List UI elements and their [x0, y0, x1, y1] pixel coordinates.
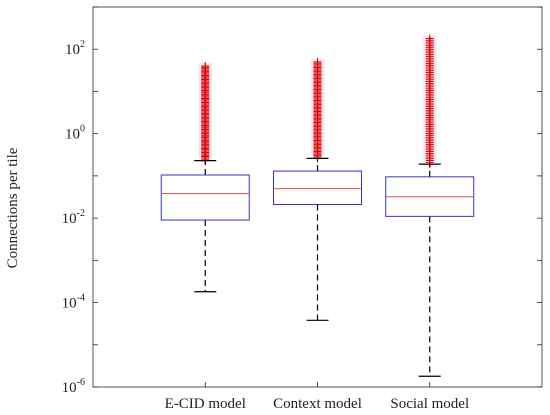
x-tick-label: Context model: [273, 396, 362, 412]
box-iqr: [273, 170, 362, 206]
y-tick-label: 10-2: [62, 208, 85, 227]
x-axis: E-CID model Context model Social model: [165, 382, 469, 412]
y-axis-label: Connections per tile: [5, 147, 21, 268]
x-tick-label: E-CID model: [165, 396, 246, 412]
box-iqr: [160, 174, 250, 221]
boxes-layer: [160, 34, 475, 377]
box-2: [273, 57, 362, 321]
box-3: [385, 34, 475, 377]
y-tick-label: 10-6: [62, 377, 85, 396]
box-1: [160, 62, 250, 293]
outlier-marker: [201, 62, 210, 71]
y-axis: 10-6 10-4 10-2 100 102: [62, 6, 542, 396]
y-tick-label: 102: [65, 39, 85, 58]
x-tick-label: Social model: [390, 396, 469, 412]
outlier-marker: [425, 34, 434, 43]
y-tick-label: 100: [65, 124, 85, 143]
outlier-marker: [313, 57, 322, 66]
y-tick-label: 10-4: [62, 293, 85, 312]
